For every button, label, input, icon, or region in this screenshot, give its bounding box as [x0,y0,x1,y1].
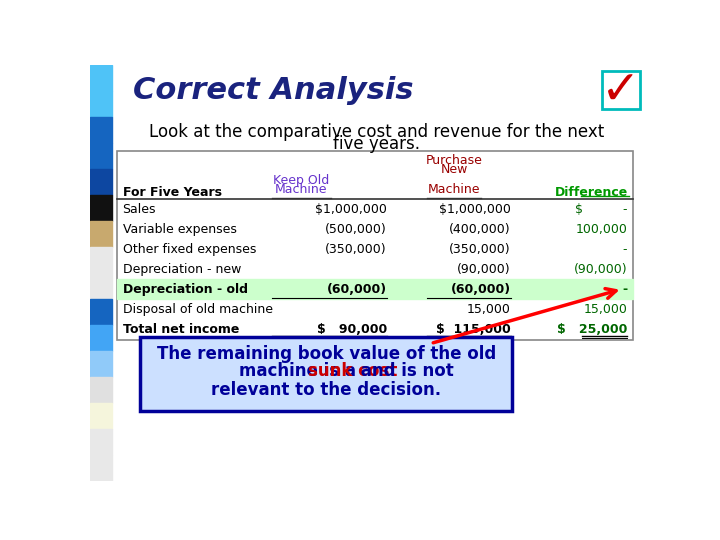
Text: Purchase: Purchase [426,154,482,167]
Text: $1,000,000: $1,000,000 [439,202,510,215]
Bar [117,151,632,340]
Text: Sales: Sales [122,202,156,215]
Text: Machine: Machine [428,184,480,197]
Text: Disposal of old machine: Disposal of old machine [122,303,273,316]
Text: 15,000: 15,000 [467,303,510,316]
Text: 100,000: 100,000 [575,222,627,236]
Bar [90,168,112,195]
Text: New: New [441,164,468,177]
Text: ✓: ✓ [601,70,641,115]
Text: $          -: $ - [575,202,627,215]
Bar [90,429,112,455]
Bar [90,143,112,169]
Text: Difference: Difference [555,186,629,199]
Bar [90,195,112,221]
Text: The remaining book value of the old: The remaining book value of the old [157,345,496,363]
Bar [90,91,112,117]
Bar [90,455,112,481]
Text: For Five Years: For Five Years [122,186,222,199]
Bar [90,117,112,143]
Text: Keep Old: Keep Old [273,174,329,187]
Text: (90,000): (90,000) [573,263,627,276]
Text: five years.: five years. [333,135,420,153]
Text: -: - [622,283,627,296]
Bar [117,279,632,299]
Text: Depreciation - old: Depreciation - old [122,283,248,296]
Bar [90,350,112,377]
Text: (90,000): (90,000) [457,263,510,276]
Bar [90,65,112,91]
Bar [90,325,112,350]
Text: (350,000): (350,000) [325,243,387,256]
Text: Depreciation - new: Depreciation - new [122,263,241,276]
Text: Look at the comparative cost and revenue for the next: Look at the comparative cost and revenue… [149,123,604,140]
Text: $   25,000: $ 25,000 [557,323,627,336]
Text: (60,000): (60,000) [327,283,387,296]
Text: $   90,000: $ 90,000 [317,323,387,336]
Text: Total net income: Total net income [122,323,239,336]
Text: Correct Analysis: Correct Analysis [132,76,413,105]
Text: 15,000: 15,000 [583,303,627,316]
Text: (350,000): (350,000) [449,243,510,256]
Text: Other fixed expenses: Other fixed expenses [122,243,256,256]
Bar [90,273,112,299]
Text: -: - [623,243,627,256]
Text: relevant to the decision.: relevant to the decision. [211,381,441,399]
Text: $1,000,000: $1,000,000 [315,202,387,215]
Text: machine is a: machine is a [240,362,362,380]
Text: (60,000): (60,000) [451,283,510,296]
Bar [90,403,112,429]
Bar [90,247,112,273]
FancyBboxPatch shape [140,338,513,410]
Text: Machine: Machine [275,184,328,197]
Text: (500,000): (500,000) [325,222,387,236]
Text: Variable expenses: Variable expenses [122,222,236,236]
Bar [601,71,640,110]
Bar [90,221,112,247]
Text: $  115,000: $ 115,000 [436,323,510,336]
Text: sunk cost: sunk cost [308,362,397,380]
Text: and is not: and is not [356,362,454,380]
Text: (400,000): (400,000) [449,222,510,236]
Bar [90,299,112,325]
Bar [90,377,112,403]
